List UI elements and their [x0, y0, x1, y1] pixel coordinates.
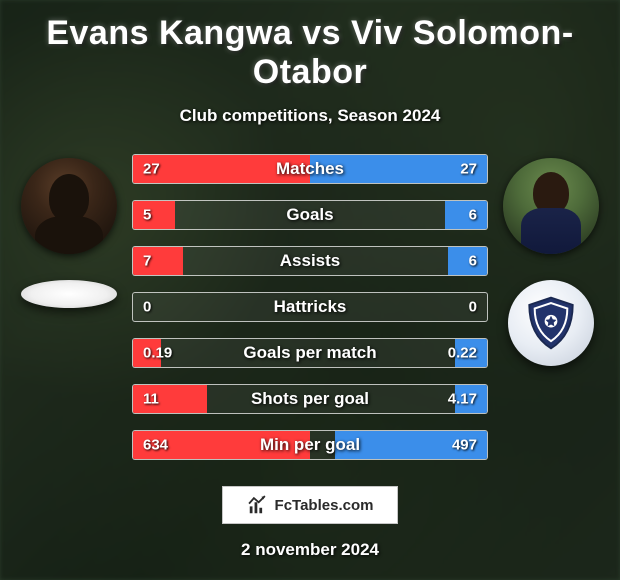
- stat-value-right: 0: [469, 299, 477, 316]
- page-title: Evans Kangwa vs Viv Solomon-Otabor: [10, 14, 610, 92]
- stat-value-right: 6: [469, 207, 477, 224]
- stat-label: Matches: [276, 159, 344, 179]
- player-left-avatar: [21, 158, 117, 254]
- stat-label: Shots per goal: [251, 389, 369, 409]
- stat-value-right: 6: [469, 253, 477, 270]
- stat-row: 27 27 Matches: [132, 154, 488, 184]
- stat-label: Hattricks: [274, 297, 347, 317]
- player-left-club-logo: [21, 280, 117, 308]
- player-right-club-logo: [508, 280, 594, 366]
- stat-bar-left: [133, 247, 183, 275]
- main-area: 27 27 Matches 5 6 Goals 7 6 Assists 0 0 Hattricks 0.…: [10, 154, 610, 476]
- stat-value-left: 634: [143, 437, 168, 454]
- stat-row: 7 6 Assists: [132, 246, 488, 276]
- comparison-card: Evans Kangwa vs Viv Solomon-Otabor Club …: [0, 0, 620, 580]
- stat-label: Assists: [280, 251, 340, 271]
- brand-badge: FcTables.com: [222, 486, 398, 524]
- stat-value-left: 27: [143, 161, 160, 178]
- left-column: [14, 154, 124, 308]
- stat-value-left: 11: [143, 391, 159, 408]
- stat-value-right: 0.22: [448, 345, 477, 362]
- stat-row: 5 6 Goals: [132, 200, 488, 230]
- stat-row: 0.19 0.22 Goals per match: [132, 338, 488, 368]
- date-label: 2 november 2024: [10, 540, 610, 560]
- stat-value-right: 27: [460, 161, 477, 178]
- stat-value-left: 0.19: [143, 345, 172, 362]
- stat-bar-right: [448, 247, 487, 275]
- stat-value-left: 5: [143, 207, 151, 224]
- stat-value-left: 0: [143, 299, 151, 316]
- stat-bar-left: [133, 201, 175, 229]
- page-subtitle: Club competitions, Season 2024: [10, 106, 610, 126]
- stat-row: 0 0 Hattricks: [132, 292, 488, 322]
- stats-table: 27 27 Matches 5 6 Goals 7 6 Assists 0 0 Hattricks 0.…: [124, 154, 496, 476]
- stat-value-left: 7: [143, 253, 151, 270]
- brand-label: FcTables.com: [275, 497, 374, 514]
- stat-row: 11 4.17 Shots per goal: [132, 384, 488, 414]
- stat-label: Min per goal: [260, 435, 360, 455]
- stat-row: 634 497 Min per goal: [132, 430, 488, 460]
- player-right-avatar: [503, 158, 599, 254]
- stat-label: Goals per match: [243, 343, 376, 363]
- stat-value-right: 4.17: [448, 391, 477, 408]
- right-column: [496, 154, 606, 366]
- shield-icon: [522, 294, 580, 352]
- chart-icon: [247, 494, 269, 516]
- stat-label: Goals: [286, 205, 333, 225]
- stat-bar-right: [445, 201, 487, 229]
- stat-value-right: 497: [452, 437, 477, 454]
